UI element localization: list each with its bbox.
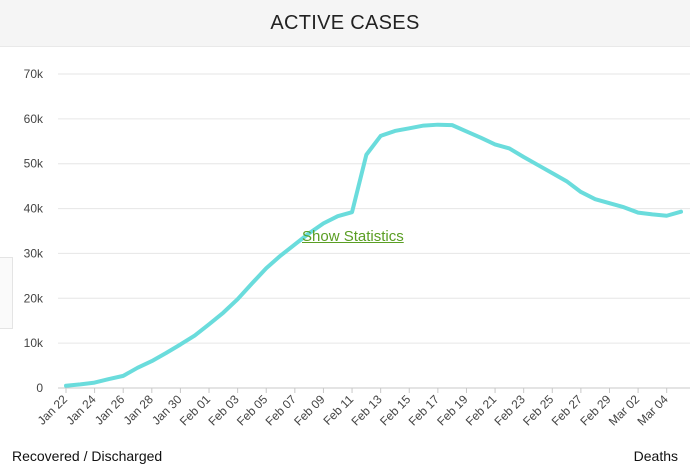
data-point <box>422 124 426 128</box>
data-point <box>679 210 683 214</box>
data-point <box>565 179 569 183</box>
x-tick-label: Feb 27 <box>549 392 586 429</box>
side-panel-edge <box>0 257 13 329</box>
chart-title: ACTIVE CASES <box>270 12 420 34</box>
x-tick-label: Feb 03 <box>205 392 242 429</box>
x-tick-label: Feb 09 <box>291 392 328 429</box>
data-point <box>207 322 211 326</box>
data-point <box>607 201 611 205</box>
data-point <box>78 382 82 386</box>
data-point <box>236 297 240 301</box>
x-tick-label: Jan 26 <box>92 392 128 428</box>
data-point <box>450 123 454 127</box>
x-tick-label: Jan 28 <box>121 392 157 428</box>
show-statistics-link[interactable]: Show Statistics <box>302 228 404 245</box>
data-point <box>479 136 483 140</box>
data-point <box>379 134 383 138</box>
data-point <box>493 142 497 146</box>
y-tick-label: 40k <box>24 202 44 216</box>
y-tick-label: 0 <box>36 381 43 395</box>
data-point <box>93 381 97 385</box>
y-axis-labels: 0 10k 20k 30k 40k 50k 60k 70k <box>24 67 44 395</box>
x-tick-label: Jan 24 <box>63 392 99 428</box>
y-tick-label: 60k <box>24 112 44 126</box>
data-point <box>536 163 540 167</box>
x-axis-ticks <box>65 388 668 393</box>
x-tick-label: Feb 05 <box>234 392 271 429</box>
y-tick-label: 10k <box>24 336 44 350</box>
data-point <box>622 205 626 209</box>
data-point <box>550 171 554 175</box>
data-point <box>350 210 354 214</box>
x-tick-label: Mar 02 <box>606 392 643 429</box>
x-tick-label: Feb 29 <box>577 392 614 429</box>
x-tick-label: Feb 07 <box>263 392 300 429</box>
data-point <box>593 197 597 201</box>
x-tick-label: Jan 22 <box>35 392 71 428</box>
data-point <box>150 359 154 363</box>
data-point <box>650 212 654 216</box>
data-point <box>164 351 168 355</box>
data-point <box>250 281 254 285</box>
data-point <box>522 155 526 159</box>
data-point <box>279 254 283 258</box>
data-point <box>193 334 197 338</box>
x-tick-label: Feb 13 <box>348 392 385 429</box>
y-tick-label: 70k <box>24 67 44 81</box>
data-point <box>393 129 397 133</box>
deaths-link[interactable]: Deaths <box>633 448 678 464</box>
data-point <box>121 374 125 378</box>
recovered-discharged-link[interactable]: Recovered / Discharged <box>12 448 163 464</box>
data-point <box>579 190 583 194</box>
data-point <box>293 242 297 246</box>
data-point <box>464 129 468 133</box>
x-tick-label: Feb 19 <box>434 392 471 429</box>
data-point <box>336 214 340 218</box>
data-point <box>507 146 511 150</box>
data-point <box>407 126 411 130</box>
y-tick-label: 50k <box>24 157 44 171</box>
data-point <box>321 221 325 225</box>
y-tick-label: 20k <box>24 291 44 305</box>
data-point <box>136 366 140 370</box>
x-tick-label: Feb 23 <box>491 392 528 429</box>
data-point <box>264 266 268 270</box>
x-tick-label: Feb 25 <box>520 392 557 429</box>
grid-lines <box>58 73 690 344</box>
x-tick-label: Feb 21 <box>463 392 500 429</box>
y-tick-label: 30k <box>24 246 44 260</box>
data-point <box>221 311 225 315</box>
x-tick-label: Feb 17 <box>406 392 443 429</box>
data-point <box>107 377 111 381</box>
x-tick-label: Feb 01 <box>177 392 214 429</box>
active-cases-series-line <box>64 122 683 388</box>
header-bar <box>0 0 690 47</box>
data-point <box>436 123 440 127</box>
data-point <box>364 153 368 157</box>
x-tick-label: Feb 15 <box>377 392 414 429</box>
data-points <box>64 123 683 388</box>
data-point <box>178 342 182 346</box>
data-point <box>64 384 68 388</box>
data-point <box>665 214 669 218</box>
data-point <box>636 211 640 215</box>
x-tick-label: Mar 04 <box>635 392 672 429</box>
